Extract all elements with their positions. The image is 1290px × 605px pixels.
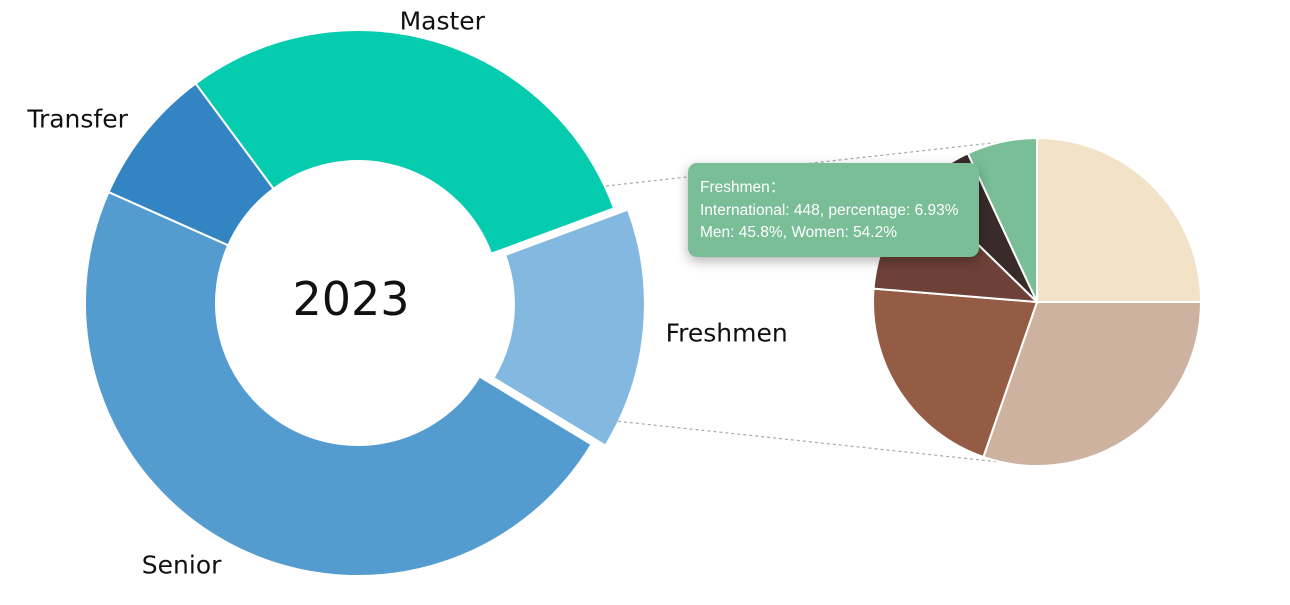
tooltip-line-gender: Men: 45.8%, Women: 54.2% xyxy=(700,224,898,241)
donut-slice-master[interactable] xyxy=(194,29,616,256)
donut-label-master: Master xyxy=(400,6,486,35)
donut-slice-transfer[interactable] xyxy=(107,82,275,247)
donut-slice-senior[interactable] xyxy=(84,190,593,577)
connector-line-top xyxy=(605,137,1038,187)
donut-chart: Master Freshmen Senior Transfer xyxy=(26,6,787,579)
donut-label-freshmen: Freshmen xyxy=(666,318,788,347)
pie-slice-1[interactable] xyxy=(1036,136,1203,303)
donut-label-senior: Senior xyxy=(142,550,222,579)
donut-slice-freshmen[interactable] xyxy=(492,208,646,448)
pie-slice-2[interactable] xyxy=(982,301,1203,467)
tooltip-title: Freshmen： xyxy=(700,179,786,196)
donut-label-transfer: Transfer xyxy=(26,104,128,133)
connector-line-bottom xyxy=(605,419,1038,467)
pie-slice-6[interactable] xyxy=(966,136,1038,303)
tooltip-line-international: International: 448, percentage: 6.93% xyxy=(700,201,959,219)
pie-slice-3[interactable] xyxy=(872,287,1039,459)
tooltip: Freshmen： International: 448, percentage… xyxy=(688,163,979,257)
donut-center-label: 2023 xyxy=(292,272,409,326)
connector-lines xyxy=(605,137,1038,467)
